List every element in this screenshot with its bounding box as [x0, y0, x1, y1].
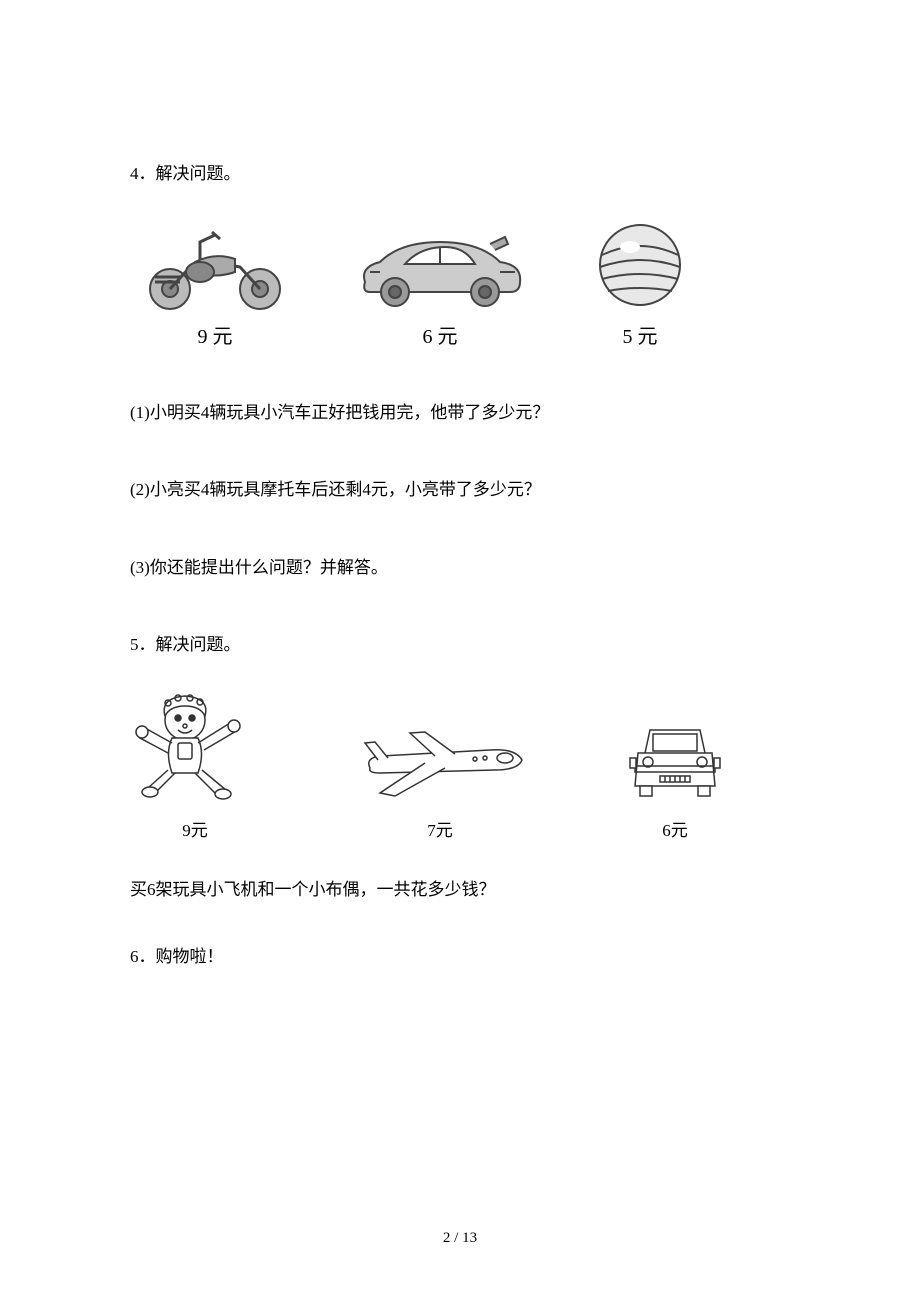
- sportscar-icon: [350, 222, 530, 312]
- q4-item-car: 6 元: [350, 222, 530, 349]
- q4-price-ball: 5 元: [623, 320, 658, 349]
- doll-icon: [130, 688, 260, 808]
- q4-image-row: 9 元 6 元: [140, 217, 790, 349]
- q5-price-car: 6元: [662, 816, 688, 841]
- q4-price-car: 6 元: [423, 320, 458, 349]
- q4-sub-2: (2)小亮买4辆玩具摩托车后还剩4元，小亮带了多少元？: [130, 476, 790, 503]
- q4-header: 4．解决问题。: [130, 160, 790, 187]
- page-number: 2 / 13: [0, 1230, 920, 1247]
- q4-sub-3: (3)你还能提出什么问题？并解答。: [130, 554, 790, 581]
- ball-icon: [590, 217, 690, 312]
- q5-item-doll: 9元: [130, 688, 260, 841]
- q5-image-row: 9元 7元: [130, 688, 790, 841]
- q4-sub-1: (1)小明买4辆玩具小汽车正好把钱用完，他带了多少元？: [130, 399, 790, 426]
- q5-header: 5．解决问题。: [130, 631, 790, 658]
- q5-item-car: 6元: [620, 718, 730, 841]
- airplane-icon: [350, 718, 530, 808]
- q5-sub-1: 买6架玩具小飞机和一个小布偶，一共花多少钱？: [130, 876, 790, 903]
- q5-price-airplane: 7元: [427, 816, 453, 841]
- q4-item-motorcycle: 9 元: [140, 217, 290, 349]
- q4-item-ball: 5 元: [590, 217, 690, 349]
- q6-header: 6．购物啦！: [130, 943, 790, 970]
- motorcycle-icon: [140, 217, 290, 312]
- q4-price-motorcycle: 9 元: [198, 320, 233, 349]
- q5-price-doll: 9元: [182, 816, 208, 841]
- q5-item-airplane: 7元: [350, 718, 530, 841]
- car-front-icon: [620, 718, 730, 808]
